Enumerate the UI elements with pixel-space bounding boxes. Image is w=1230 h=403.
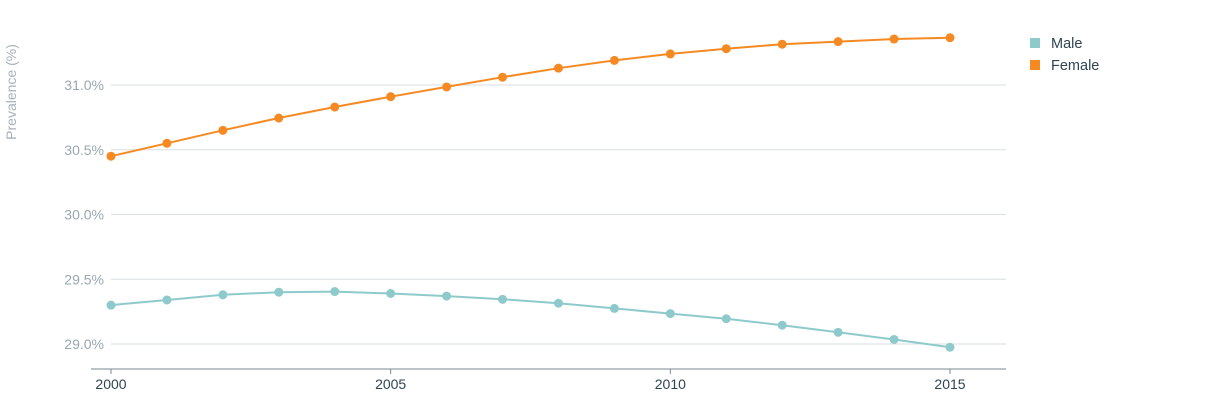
legend-swatch xyxy=(1030,38,1040,48)
female-data-point xyxy=(889,34,899,44)
male-data-point xyxy=(386,288,396,298)
male-data-point xyxy=(553,298,563,308)
female-data-point xyxy=(106,151,116,161)
male-data-point xyxy=(945,342,955,352)
female-data-point xyxy=(442,82,452,92)
series-female xyxy=(106,33,955,161)
female-data-point xyxy=(777,39,787,49)
legend-swatch xyxy=(1030,60,1040,70)
male-data-point xyxy=(498,294,508,304)
male-data-point xyxy=(609,303,619,313)
male-data-point xyxy=(274,287,284,297)
male-data-point xyxy=(665,309,675,319)
male-data-point xyxy=(777,320,787,330)
y-axis-ticks: 29.0% 29.5% 30.0% 30.5% 31.0% xyxy=(64,77,104,352)
legend: Male Female xyxy=(1030,36,1099,74)
female-data-point xyxy=(330,102,340,112)
x-tick-label: 2005 xyxy=(375,376,406,392)
male-data-point xyxy=(889,334,899,344)
y-tick-label: 30.5% xyxy=(64,142,104,158)
female-line xyxy=(110,36,951,158)
female-data-point xyxy=(721,44,731,54)
female-data-point xyxy=(274,113,284,123)
female-data-point xyxy=(609,55,619,65)
male-data-point xyxy=(833,327,843,337)
male-data-point xyxy=(442,291,452,301)
female-data-point xyxy=(553,63,563,73)
x-tick-label: 2000 xyxy=(95,376,126,392)
female-data-point xyxy=(833,37,843,47)
male-line xyxy=(110,290,951,349)
y-tick-label: 29.5% xyxy=(64,271,104,287)
legend-item-female: Female xyxy=(1030,58,1099,74)
male-data-point xyxy=(721,314,731,324)
female-data-point xyxy=(665,49,675,59)
y-tick-label: 29.0% xyxy=(64,336,104,352)
legend-item-male: Male xyxy=(1030,36,1082,52)
female-data-point xyxy=(498,72,508,82)
female-data-point xyxy=(218,125,228,135)
gridlines xyxy=(111,84,1006,345)
female-data-point xyxy=(945,33,955,43)
x-tick-label: 2010 xyxy=(655,376,686,392)
female-data-point xyxy=(386,92,396,102)
y-axis-label: Prevalence (%) xyxy=(3,44,19,140)
y-tick-label: 30.0% xyxy=(64,207,104,223)
x-axis-ticks: 2000 2005 2010 2015 xyxy=(95,369,966,392)
male-data-point xyxy=(162,295,172,305)
series-male xyxy=(106,287,955,352)
x-tick-label: 2015 xyxy=(934,376,965,392)
female-data-point xyxy=(162,138,172,148)
legend-label: Female xyxy=(1051,58,1099,74)
male-data-point xyxy=(330,287,340,297)
series-lines xyxy=(106,33,955,352)
y-tick-label: 31.0% xyxy=(64,77,104,93)
male-data-point xyxy=(106,300,116,310)
legend-label: Male xyxy=(1051,36,1082,52)
male-data-point xyxy=(218,290,228,300)
